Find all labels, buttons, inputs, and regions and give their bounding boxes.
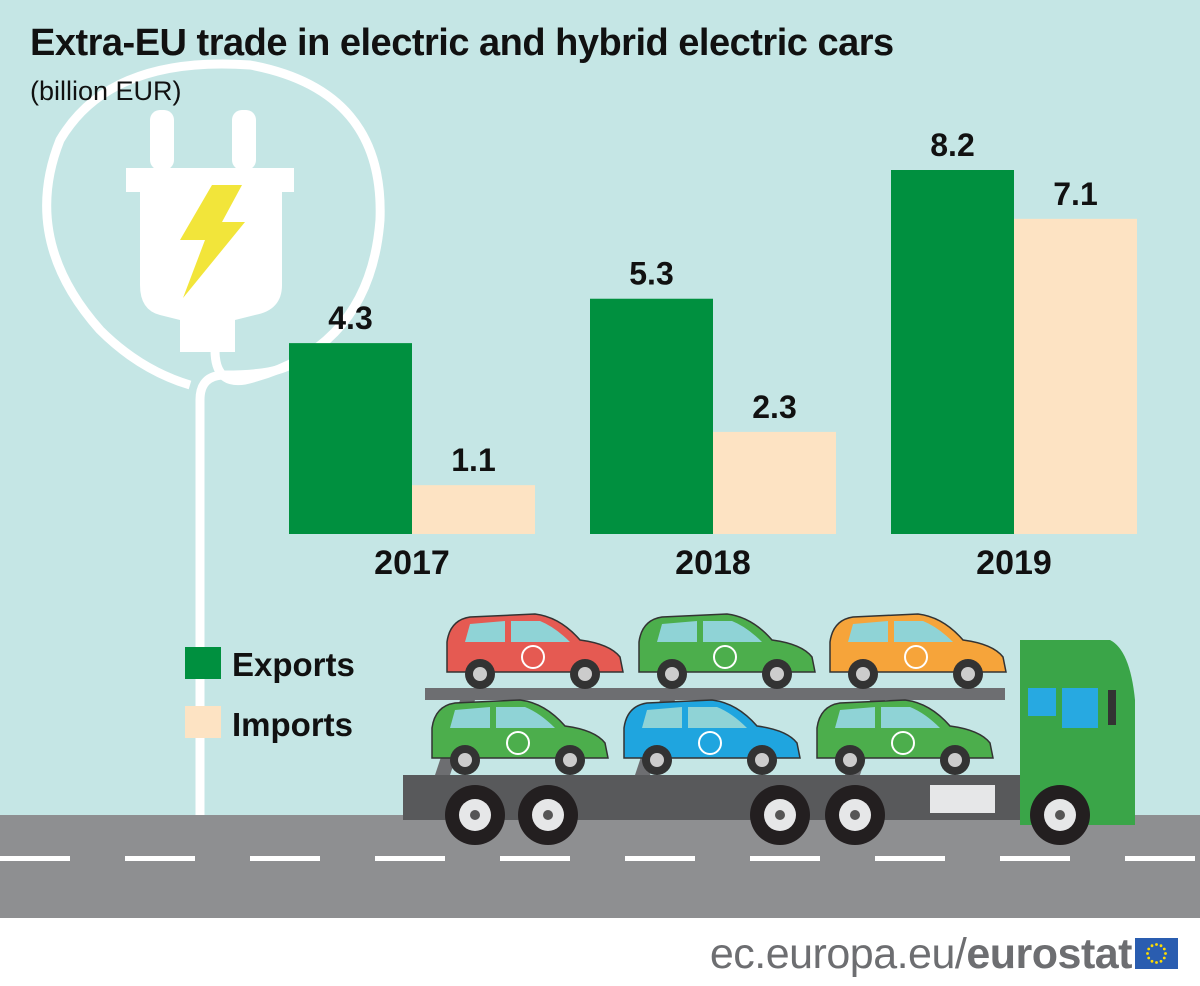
x-tick-label: 2019 <box>976 544 1052 582</box>
x-tick-label: 2017 <box>374 544 450 582</box>
legend-swatch-imports <box>185 706 221 738</box>
road-dash <box>125 856 195 861</box>
cars <box>431 613 1007 775</box>
data-label: 4.3 <box>328 300 372 336</box>
road-dash <box>1000 856 1070 861</box>
footer-brand: eurostat <box>966 930 1132 978</box>
road-dash <box>875 856 945 861</box>
road <box>0 815 1200 918</box>
legend-label-imports: Imports <box>232 706 353 743</box>
road-markings <box>0 856 1195 861</box>
road-dash <box>500 856 570 861</box>
car-blue <box>623 699 801 775</box>
chart-title: Extra-EU trade in electric and hybrid el… <box>30 22 894 64</box>
car-green <box>431 699 609 775</box>
car-red <box>446 613 624 689</box>
car-green <box>638 613 816 689</box>
data-label: 1.1 <box>451 442 495 478</box>
data-label: 2.3 <box>752 389 796 425</box>
plug-body <box>126 110 294 352</box>
eu-flag-icon <box>1135 938 1178 969</box>
car-orange <box>829 613 1007 689</box>
car-transporter-truck <box>403 640 1135 825</box>
road-dash <box>750 856 820 861</box>
road-dash <box>1125 856 1195 861</box>
road-dash <box>0 856 70 861</box>
footer-link[interactable]: ec.europa.eu/eurostat <box>709 930 1133 979</box>
truck-wheels <box>445 785 1090 845</box>
legend-label-exports: Exports <box>232 646 355 683</box>
road-dash <box>375 856 445 861</box>
chart-subtitle: (billion EUR) <box>30 76 182 106</box>
footer-site: ec.europa.eu/ <box>709 930 967 978</box>
bar-imports-2017 <box>412 485 535 534</box>
road-dash <box>625 856 695 861</box>
car-green <box>816 699 994 775</box>
legend: Exports Imports <box>185 646 355 743</box>
bar-exports-2019 <box>891 170 1014 534</box>
road-dash <box>250 856 320 861</box>
bar-exports-2017 <box>289 343 412 534</box>
bars: 4.3 1.1 2017 5.3 2.3 2018 8.2 7.1 2019 <box>289 127 1137 582</box>
data-label: 7.1 <box>1053 176 1097 212</box>
lightning-icon <box>180 185 245 298</box>
data-label: 5.3 <box>629 256 673 292</box>
x-tick-label: 2018 <box>675 544 751 582</box>
legend-swatch-exports <box>185 647 221 679</box>
bar-imports-2019 <box>1014 218 1137 534</box>
bar-imports-2018 <box>713 431 836 534</box>
bar-exports-2018 <box>590 298 713 534</box>
data-label: 8.2 <box>930 127 974 163</box>
